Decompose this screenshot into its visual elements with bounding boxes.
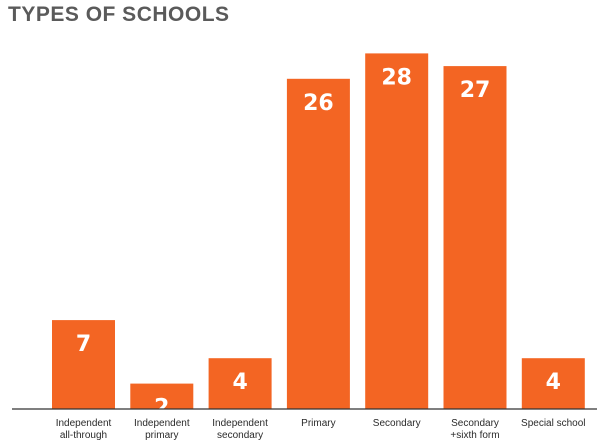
bar-value-label-5: 27 [460,78,491,103]
bar-0 [52,320,115,409]
x-tick-label-2: Independent secondary [212,418,268,441]
bar-value-label-4: 28 [381,65,412,90]
x-tick-labels: Independent all-through Independent primary… [56,418,586,441]
bar-value-label-2: 4 [232,370,247,395]
x-tick-label-4: Secondary [373,418,421,429]
x-tick-label-5: Secondary +sixth form [450,418,499,441]
x-tick-label-3: Primary [301,418,335,429]
x-tick-label-6: Special school [521,418,585,429]
bar-value-label-1: 2 [154,396,169,421]
x-tick-label-0: Independent all-through [56,418,112,441]
bar-value-label-0: 7 [76,332,91,357]
x-tick-label-1: Independent primary [134,418,190,441]
bar-value-label-3: 26 [303,91,334,116]
bar-value-label-6: 4 [546,370,561,395]
bar-6 [521,358,585,409]
bar-5 [443,66,507,409]
bar-4 [365,53,429,410]
bar-3 [286,78,350,410]
chart-title: TYPES OF SCHOOLS [8,3,230,26]
bar-1 [130,383,194,409]
bar-2 [208,358,272,409]
